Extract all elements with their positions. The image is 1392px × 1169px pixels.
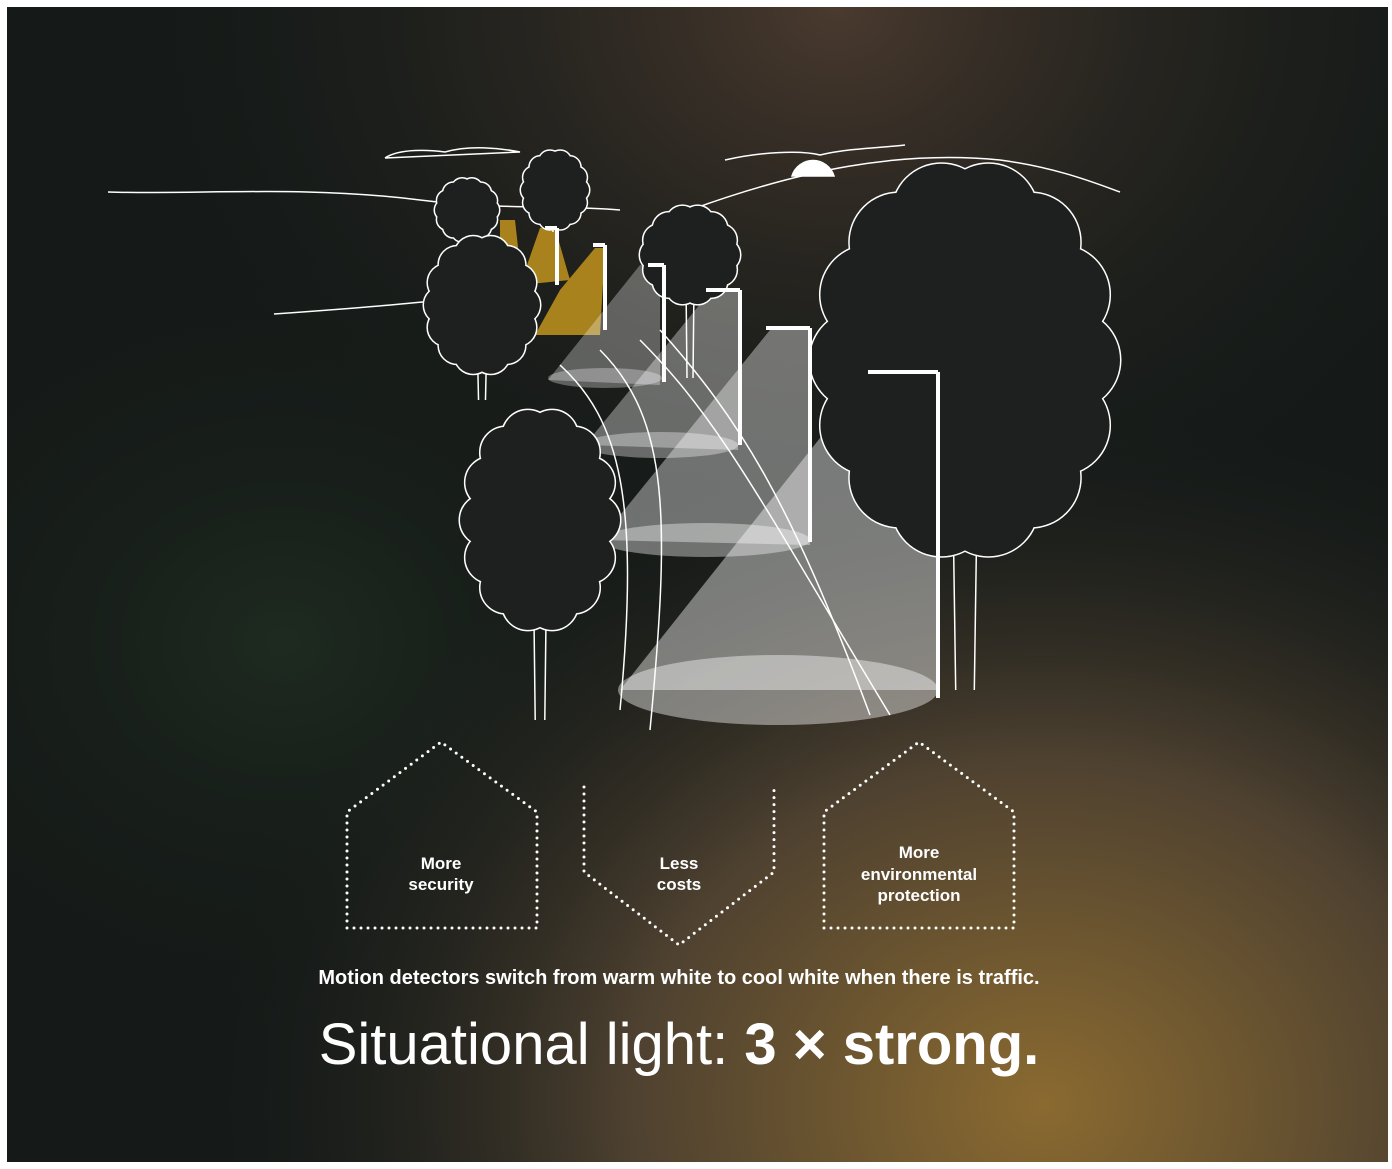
page: More security Less costs More environmen… [0,0,1392,1169]
badge-text: protection [877,886,960,905]
caption: Motion detectors switch from warm white … [318,967,1039,989]
tree-part [473,453,607,587]
tree-part [835,230,1095,490]
tree-part [433,256,530,353]
badge-text: security [408,875,474,894]
tree [521,151,589,232]
badge-text: environmental [861,865,977,884]
tree-part [440,183,494,237]
infographic: More security Less costs More environmen… [0,0,1392,1169]
badge-text: costs [657,875,701,894]
headline-bold: 3 × strong. [744,1012,1039,1077]
badge-text: Less [660,854,699,873]
tree-part [648,213,732,297]
badge-text: More [421,854,462,873]
badge-text: More [899,843,940,862]
tree-part [526,161,583,218]
headline: Situational light: 3 × strong. [319,1012,1040,1077]
headline-regular: Situational light: [319,1012,728,1077]
